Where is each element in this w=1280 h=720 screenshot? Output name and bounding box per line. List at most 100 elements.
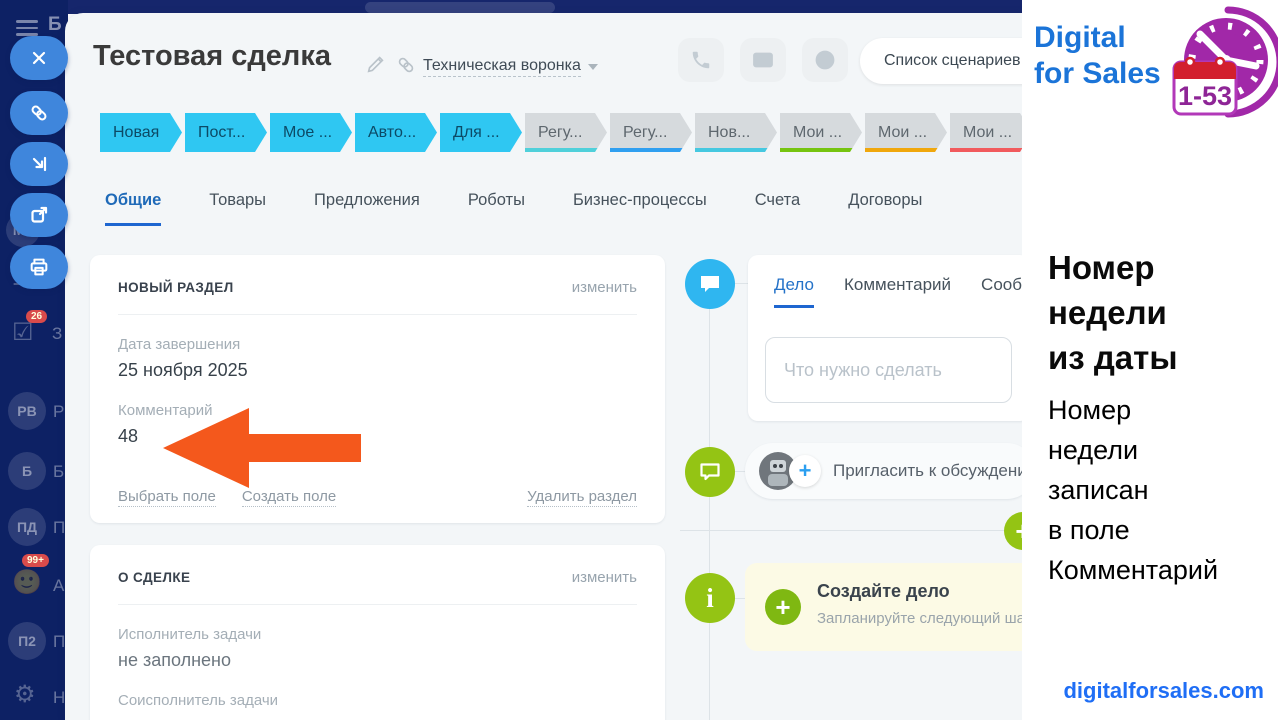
- timeline-editor-card: Дело Комментарий Сообщение: [748, 255, 1022, 421]
- chat-bubble-icon: [701, 276, 719, 292]
- top-bar-tab-highlight: [365, 2, 555, 13]
- plus-icon: +: [775, 591, 791, 622]
- tab-contracts[interactable]: Договоры: [848, 191, 923, 209]
- scenarios-button[interactable]: Список сценариев: [860, 38, 1022, 84]
- robot-icon: 🙂: [12, 569, 42, 596]
- section-title: НОВЫЙ РАЗДЕЛ: [118, 280, 234, 295]
- stage-label: Мои ...: [793, 123, 843, 141]
- gear-icon[interactable]: ⚙: [14, 681, 36, 708]
- stage-button[interactable]: Авто...: [355, 113, 437, 152]
- stage-button[interactable]: Регу...: [525, 113, 607, 152]
- minimize-button[interactable]: [10, 142, 68, 186]
- open-lines-button[interactable]: [802, 38, 848, 82]
- field-value-comment[interactable]: 48: [118, 426, 139, 446]
- tab-invoices[interactable]: Счета: [754, 191, 801, 209]
- todo-input[interactable]: [765, 337, 1012, 403]
- open-new-window-button[interactable]: [10, 193, 68, 237]
- stage-button[interactable]: Мои ...: [780, 113, 862, 152]
- edit-section-button[interactable]: изменить: [571, 569, 637, 586]
- tab-bizproc[interactable]: Бизнес-процессы: [572, 191, 707, 209]
- tab-message[interactable]: Сообщение: [981, 275, 1022, 294]
- funnel-name: Техническая воронка: [423, 57, 581, 77]
- stage-color-bar: [950, 148, 1022, 152]
- tab-comment[interactable]: Комментарий: [843, 275, 952, 294]
- invite-to-discussion-button[interactable]: + Пригласить к обсуждению: [745, 443, 1022, 499]
- avatar[interactable]: ПД: [8, 508, 46, 546]
- sidebar-item-label: П: [53, 632, 66, 651]
- tab-quotes[interactable]: Предложения: [314, 191, 420, 209]
- stage-color-bar: [695, 148, 777, 152]
- sidebar-item-tasks[interactable]: ☑ 26: [12, 310, 48, 347]
- page-title: Тестовая сделка: [93, 40, 331, 72]
- stage-button[interactable]: Мои ...: [865, 113, 947, 152]
- brand-logo-line1: Digital: [1034, 21, 1126, 54]
- edit-title-button[interactable]: [365, 53, 387, 80]
- promo-body-line: недели: [1048, 435, 1139, 465]
- avatar[interactable]: Б: [8, 452, 46, 490]
- avatar[interactable]: П2: [8, 622, 46, 660]
- timeline-connector: [733, 598, 747, 599]
- create-activity-subtitle: Запланируйте следующий шаг: [817, 610, 1022, 627]
- hamburger-menu-icon[interactable]: [16, 16, 38, 40]
- stage-button[interactable]: Регу...: [610, 113, 692, 152]
- week-clock-logo-icon: 1-53: [1172, 6, 1278, 118]
- plus-icon: +: [1015, 516, 1022, 547]
- timeline-connector: [733, 471, 747, 472]
- section-card-new: НОВЫЙ РАЗДЕЛ изменить Дата завершения 25…: [90, 255, 665, 523]
- stage-label: Новая: [113, 123, 160, 141]
- ai-badge: 99+: [22, 554, 49, 567]
- brand-logo-line2: for Sales: [1034, 57, 1161, 90]
- stage-button[interactable]: Нов...: [695, 113, 777, 152]
- tab-products[interactable]: Товары: [209, 191, 267, 209]
- stage-button[interactable]: Мои ...: [950, 113, 1022, 152]
- avatar[interactable]: РВ: [8, 392, 46, 430]
- print-button[interactable]: [10, 245, 68, 289]
- arrow-down-right-icon: [32, 156, 47, 172]
- sidebar-item-label: Р: [53, 402, 65, 421]
- sidebar-item-ai[interactable]: 🙂 99+: [12, 554, 49, 597]
- promo-body-line: в поле: [1048, 515, 1130, 545]
- field-value-date[interactable]: 25 ноября 2025: [118, 360, 248, 380]
- divider: [118, 314, 637, 315]
- chevron-down-icon: [587, 64, 598, 70]
- tab-robots[interactable]: Роботы: [467, 191, 525, 209]
- promo-sidebar: Digital for Sales 1-53 1-53 Номер недели…: [1022, 0, 1280, 720]
- create-field-link[interactable]: Создать поле: [241, 488, 337, 507]
- copy-deal-link-button[interactable]: [395, 54, 417, 81]
- tasks-badge: 26: [26, 310, 48, 323]
- create-activity-plus-button[interactable]: +: [765, 589, 801, 625]
- chat-arrows-icon: [815, 50, 835, 70]
- sidebar-item-label: З: [52, 324, 63, 343]
- tab-general[interactable]: Общие: [105, 191, 162, 226]
- add-timeline-entry-button[interactable]: +: [1004, 512, 1022, 550]
- brand-logo-text: Digital for Sales: [1034, 20, 1161, 92]
- calendar-badge-text: 1-53: [1178, 81, 1232, 111]
- select-field-link[interactable]: Выбрать поле: [118, 488, 216, 507]
- delete-section-link[interactable]: Удалить раздел: [527, 488, 637, 507]
- stage-label: Мое ...: [283, 123, 333, 141]
- promo-body-text: Номер недели записан в поле Комментарий: [1048, 390, 1218, 590]
- funnel-selector[interactable]: Техническая воронка: [423, 57, 598, 77]
- stage-color-bar: [525, 148, 607, 152]
- copy-link-button[interactable]: [10, 91, 68, 135]
- timeline-divider: [680, 530, 1022, 531]
- close-button[interactable]: [10, 36, 68, 80]
- info-icon: i: [706, 582, 714, 613]
- plus-icon: +: [798, 458, 812, 483]
- timeline-info-marker: i: [685, 573, 735, 623]
- stage-button[interactable]: Пост...: [185, 113, 267, 152]
- field-value-assignee[interactable]: не заполнено: [118, 650, 231, 670]
- create-activity-card[interactable]: + Создайте дело Запланируйте следующий ш…: [745, 563, 1022, 651]
- stage-button[interactable]: Мое ...: [270, 113, 352, 152]
- edit-section-button[interactable]: изменить: [571, 279, 637, 296]
- tab-activity[interactable]: Дело: [774, 275, 814, 308]
- print-icon: [30, 258, 48, 276]
- add-participant-button[interactable]: +: [789, 455, 821, 487]
- sidebar-item-label: П: [53, 518, 66, 537]
- stage-button[interactable]: Новая: [100, 113, 182, 152]
- call-button[interactable]: [678, 38, 724, 82]
- link-icon: [31, 105, 47, 121]
- stage-button[interactable]: Для ...: [440, 113, 522, 152]
- external-link-icon: [31, 206, 48, 223]
- email-button[interactable]: [740, 38, 786, 82]
